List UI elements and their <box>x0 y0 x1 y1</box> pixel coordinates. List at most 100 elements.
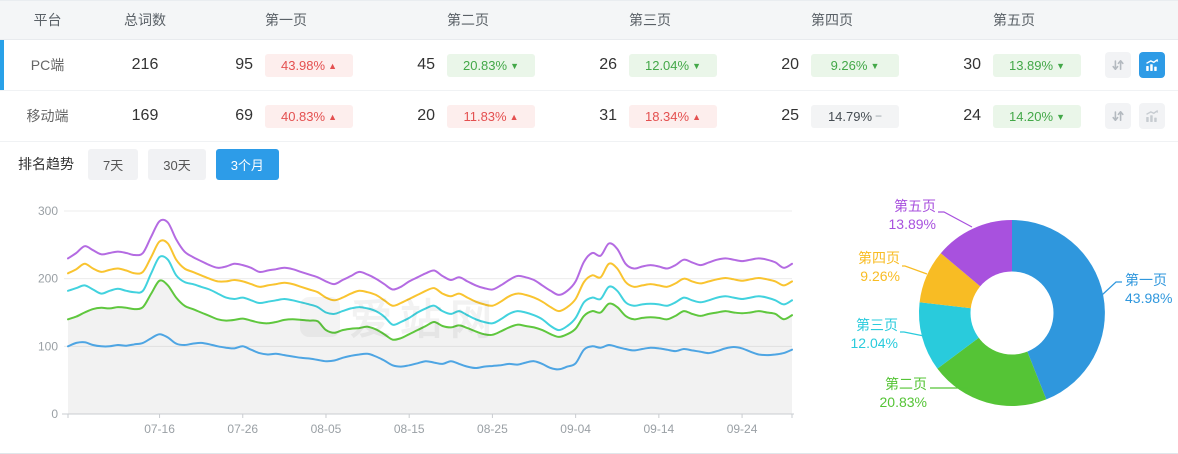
change-badge: 40.83% ▲ <box>265 104 353 128</box>
page-count: 24 <box>963 107 981 124</box>
down-indicator-icon: ▼ <box>1056 60 1065 71</box>
page-5-cell: 24 14.20% ▼ <box>923 104 1105 128</box>
donut-hole <box>970 271 1054 355</box>
change-percent: 11.83% <box>463 108 507 124</box>
page-count: 95 <box>235 56 253 73</box>
row-actions <box>1105 52 1178 78</box>
trend-tab-1[interactable]: 30天 <box>148 148 206 180</box>
y-axis-label: 300 <box>38 204 58 218</box>
trend-line-第三页 <box>67 255 793 332</box>
x-axis-label: 08-25 <box>477 422 508 436</box>
trend-chart-icon <box>1146 109 1159 122</box>
pie-label-leader-4 <box>938 211 973 228</box>
change-percent: 13.89% <box>1008 57 1054 73</box>
page-count: 69 <box>235 107 253 124</box>
change-badge: 9.26% ▼ <box>811 53 899 77</box>
page-share-donut-chart[interactable]: 第一页 43.98% 第二页 20.83% 第三页 12.04% 第四页 9.26% 第五页 13… <box>830 186 1178 454</box>
change-badge: 12.04% ▼ <box>629 53 717 77</box>
page-count: 20 <box>417 107 435 124</box>
table-row-1[interactable]: 移动端 169 69 40.83% ▲ 20 11.83% ▲ 31 18.34% ▲ 25 14.79… <box>0 91 1178 142</box>
trend-line-第四页 <box>67 239 793 313</box>
x-axis-label: 09-24 <box>727 422 758 436</box>
table-row-0[interactable]: PC端 216 95 43.98% ▲ 45 20.83% ▼ 26 12.04% ▼ 20 9.26%… <box>0 40 1178 91</box>
change-percent: 14.20% <box>1008 108 1054 124</box>
page-count: 45 <box>417 56 435 73</box>
x-axis-label: 08-15 <box>394 422 425 436</box>
total-words-value: 216 <box>131 56 159 73</box>
table-body: PC端 216 95 43.98% ▲ 45 20.83% ▼ 26 12.04% ▼ 20 9.26%… <box>0 40 1178 142</box>
sort-arrows-icon <box>1112 111 1124 121</box>
pie-label-name-1: 第二页 <box>885 376 927 392</box>
pie-label-name-0: 第一页 <box>1125 272 1167 288</box>
x-axis-label: 07-16 <box>144 422 175 436</box>
change-percent: 40.83% <box>280 108 326 124</box>
down-indicator-icon: ▼ <box>870 60 880 71</box>
pie-label-leader-3 <box>902 265 928 275</box>
change-percent: 43.98% <box>280 57 326 73</box>
up-indicator-icon: ▲ <box>509 111 519 122</box>
page-5-cell: 30 13.89% ▼ <box>923 53 1105 77</box>
table-header-row: 平台 总词数 第一页 第二页 第三页 第四页 第五页 <box>0 1 1178 40</box>
change-percent: 14.79% <box>827 108 873 124</box>
page-1-cell: 95 43.98% ▲ <box>195 53 377 77</box>
pie-label-leader-2 <box>900 331 925 337</box>
up-indicator-icon: ▲ <box>328 60 337 71</box>
page-count: 31 <box>599 107 617 124</box>
change-badge: 14.20% ▼ <box>993 104 1081 128</box>
x-axis-label: 08-05 <box>311 422 342 436</box>
column-header-0: 平台 <box>33 12 62 28</box>
flat-indicator-icon: − <box>875 108 883 123</box>
column-header-3: 第二页 <box>447 12 489 28</box>
trend-chart-icon <box>1146 58 1159 71</box>
up-indicator-icon: ▲ <box>328 111 337 122</box>
show-trend-button[interactable] <box>1139 103 1165 129</box>
page-count: 25 <box>781 107 799 124</box>
x-axis-label: 07-26 <box>227 422 258 436</box>
pie-label-name-3: 第四页 <box>858 250 900 266</box>
pie-label-percent-4: 13.89% <box>889 216 936 232</box>
pie-label-name-4: 第五页 <box>894 198 936 214</box>
page-4-cell: 25 14.79% − <box>741 104 923 128</box>
column-header-6: 第五页 <box>993 12 1035 28</box>
page-count: 26 <box>599 56 617 73</box>
trend-tab-2[interactable]: 3个月 <box>215 148 279 180</box>
trend-line-chart[interactable]: 0 100 200 300 07-16 07-26 08-05 08-15 08-25 09-04… <box>0 186 830 454</box>
change-badge: 20.83% ▼ <box>447 53 535 77</box>
sort-button[interactable] <box>1105 103 1131 129</box>
up-indicator-icon: ▲ <box>692 111 701 122</box>
pie-label-leader-0 <box>1101 281 1122 296</box>
change-percent: 18.34% <box>644 108 690 124</box>
row-actions <box>1105 103 1178 129</box>
trend-toolbar: 排名趋势 7天 30天 3个月 <box>0 142 1178 186</box>
platform-label: 移动端 <box>26 108 69 124</box>
change-badge: 18.34% ▲ <box>629 104 717 128</box>
change-percent: 12.04% <box>644 57 690 73</box>
sort-button[interactable] <box>1105 52 1131 78</box>
page-3-cell: 31 18.34% ▲ <box>559 104 741 128</box>
x-axis-label: 09-14 <box>643 422 674 436</box>
change-badge: 13.89% ▼ <box>993 53 1081 77</box>
down-indicator-icon: ▼ <box>692 60 701 71</box>
y-axis-label: 0 <box>51 407 58 421</box>
page-2-cell: 45 20.83% ▼ <box>377 53 559 77</box>
column-header-2: 第一页 <box>265 12 307 28</box>
column-header-5: 第四页 <box>811 12 853 28</box>
page-1-cell: 69 40.83% ▲ <box>195 104 377 128</box>
page-4-cell: 20 9.26% ▼ <box>741 53 923 77</box>
pie-label-percent-3: 9.26% <box>860 268 900 284</box>
change-percent: 9.26% <box>830 57 868 73</box>
page-count: 20 <box>781 56 799 73</box>
change-badge: 11.83% ▲ <box>447 104 535 128</box>
total-words-value: 169 <box>131 107 159 124</box>
trend-tab-0[interactable]: 7天 <box>88 148 139 180</box>
page-3-cell: 26 12.04% ▼ <box>559 53 741 77</box>
change-percent: 20.83% <box>462 57 508 73</box>
down-indicator-icon: ▼ <box>1056 111 1065 122</box>
down-indicator-icon: ▼ <box>510 60 519 71</box>
show-trend-button[interactable] <box>1139 52 1165 78</box>
trend-range-tabs: 7天 30天 3个月 <box>88 148 289 180</box>
pie-slice-0[interactable] <box>1012 220 1105 400</box>
page-count: 30 <box>963 56 981 73</box>
area-fill <box>68 280 792 414</box>
